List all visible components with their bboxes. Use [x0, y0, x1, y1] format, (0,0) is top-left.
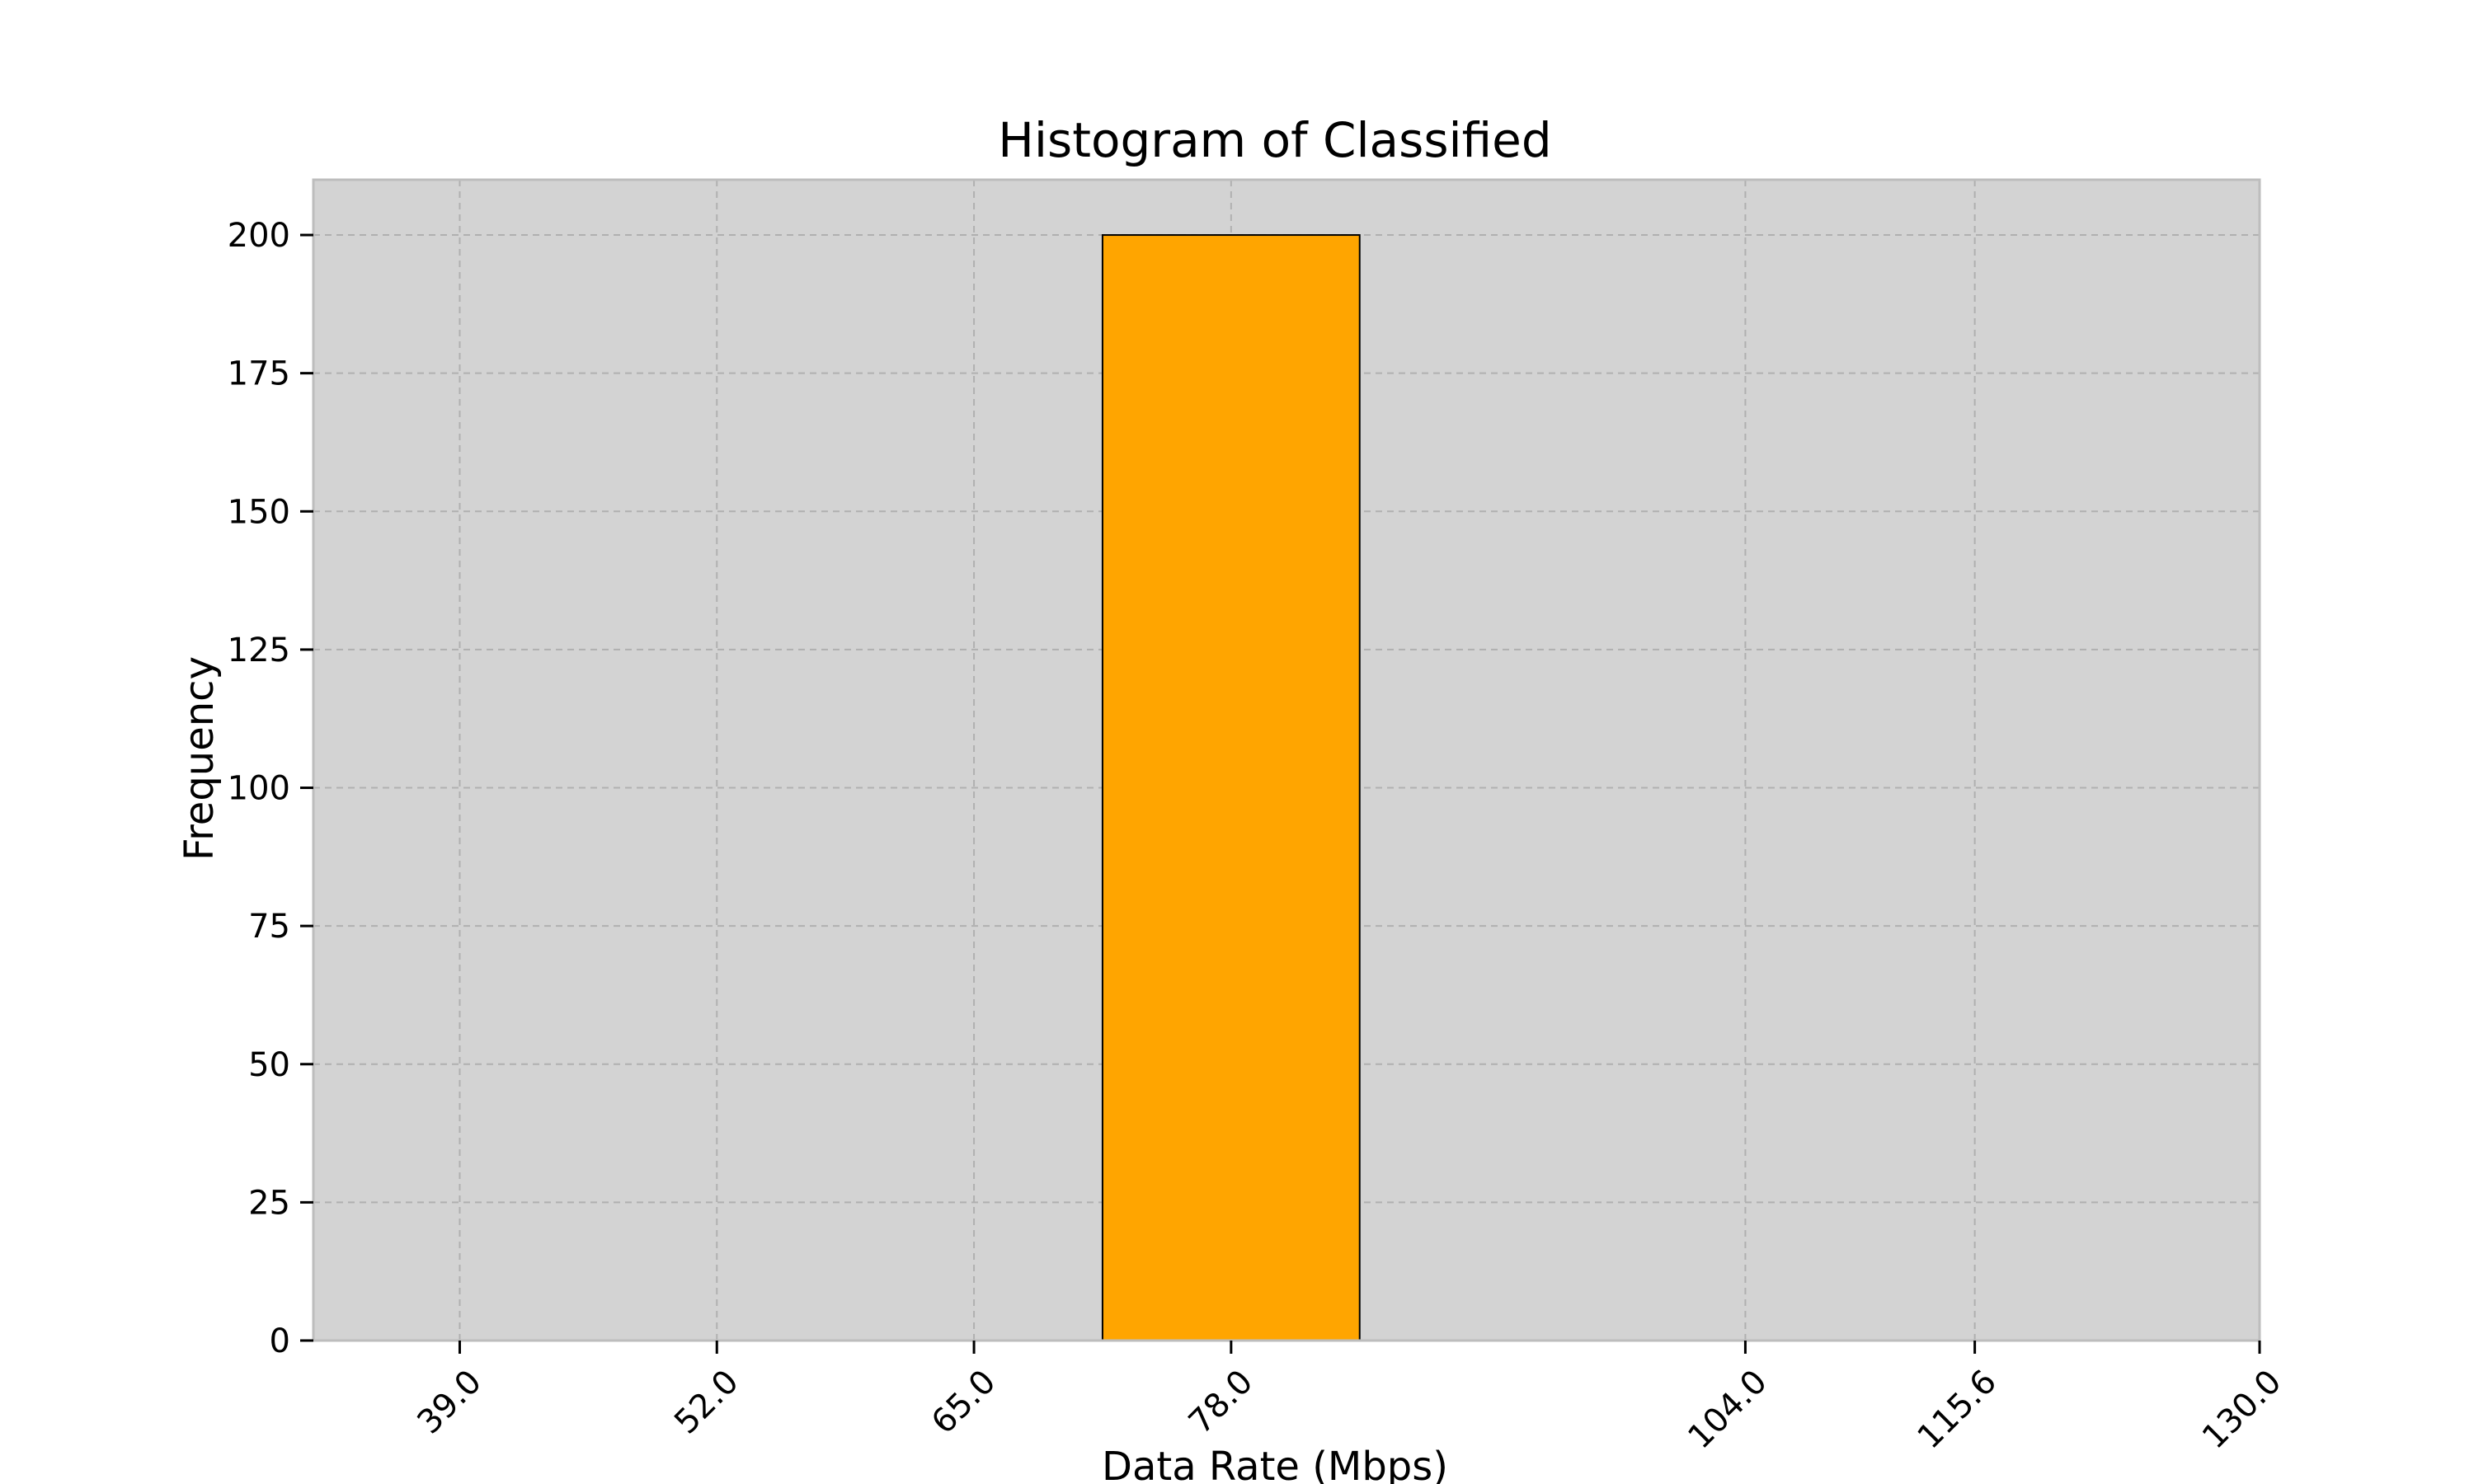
y-tick-label: 25	[248, 1184, 290, 1222]
y-tick-label: 175	[228, 355, 290, 393]
y-tick-label: 150	[228, 493, 290, 531]
x-axis-label: Data Rate (Mbps)	[1102, 1444, 1448, 1484]
x-tick-label: 65.0	[924, 1363, 1004, 1442]
y-tick-label: 0	[270, 1322, 290, 1360]
x-tick-label: 130.0	[2195, 1363, 2289, 1457]
x-tick-label: 52.0	[667, 1363, 746, 1442]
x-tick-label: 104.0	[1681, 1363, 1775, 1457]
y-tick-label: 75	[248, 908, 290, 946]
x-tick-label: 78.0	[1182, 1363, 1261, 1442]
y-tick-label: 50	[248, 1046, 290, 1084]
histogram-bar	[1101, 234, 1361, 1341]
chart-title: Histogram of Classified	[998, 112, 1551, 168]
x-tick-label: 115.6	[1911, 1363, 2005, 1457]
axes-frame	[312, 178, 2261, 1342]
y-axis-label: Frequency	[176, 656, 223, 861]
y-tick-label: 200	[228, 217, 290, 255]
x-tick-label: 39.0	[410, 1363, 489, 1442]
y-tick-label: 125	[228, 632, 290, 669]
y-tick-label: 100	[228, 770, 290, 808]
